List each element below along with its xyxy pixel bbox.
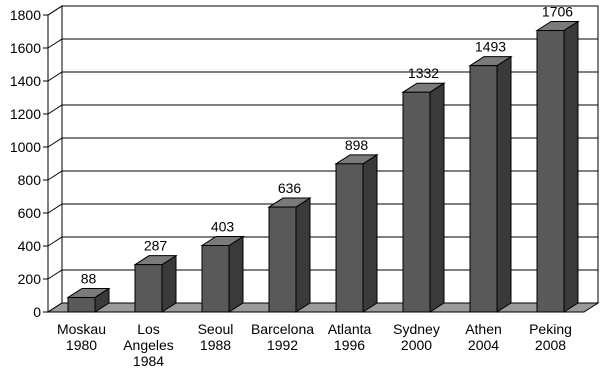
category-label-line: Moskau	[57, 321, 106, 337]
category-label-line: Angeles	[123, 337, 174, 353]
bar-side-face	[161, 254, 177, 313]
category-label: Moskau 1980	[57, 321, 106, 353]
bar-side-face	[295, 197, 311, 313]
gridline	[47, 71, 598, 82]
chart-back-wall	[47, 5, 599, 313]
gridline	[47, 5, 598, 16]
data-label: 636	[278, 180, 302, 196]
category-label-line: Seoul	[198, 321, 234, 337]
category-label-line: 2004	[468, 337, 499, 353]
gridlines	[47, 5, 598, 313]
bar-front-face	[268, 206, 297, 313]
category-label-line: 1988	[200, 337, 231, 353]
side-wall	[47, 5, 63, 313]
category-axis: Moskau 1980 Los Angeles 1984 Seoul 1988 Barcelo…	[57, 321, 572, 369]
y-tick-label: 1600	[10, 40, 41, 56]
bar-side-face	[228, 235, 244, 313]
category-label-line: 2000	[401, 337, 432, 353]
category-label-line: Atlanta	[328, 321, 372, 337]
bar-series	[66, 20, 580, 313]
category-label: Barcelona 1992	[251, 321, 314, 353]
chart-floor	[46, 302, 600, 313]
bar-side-face	[362, 153, 378, 313]
bar-side-face	[496, 55, 512, 313]
bar	[334, 153, 379, 313]
y-tick-label: 400	[18, 238, 42, 254]
data-labels: 88 287 403 636 898 1332 1493 1706	[81, 4, 574, 287]
bar	[535, 20, 580, 313]
category-label-line: 2008	[535, 337, 566, 353]
bar	[200, 235, 245, 313]
bar-side-face	[563, 20, 579, 313]
bar-front-face	[335, 163, 364, 313]
category-label-line: Peking	[529, 321, 572, 337]
bar	[401, 82, 446, 313]
floor-plane	[46, 302, 600, 313]
y-tick-label: 1200	[10, 106, 41, 122]
bar-front-face	[469, 65, 498, 313]
y-tick-label: 600	[18, 205, 42, 221]
y-tick-label: 1000	[10, 139, 41, 155]
bar-front-face	[536, 30, 565, 313]
data-label: 1332	[408, 65, 439, 81]
back-wall	[61, 5, 599, 304]
category-label-line: Los	[137, 321, 160, 337]
bar-front-face	[67, 296, 96, 313]
bar	[66, 287, 111, 313]
gridline	[47, 38, 598, 49]
category-label-line: 1992	[267, 337, 298, 353]
category-label-line: 1980	[66, 337, 97, 353]
y-tick-label: 0	[33, 304, 41, 320]
data-label: 403	[211, 219, 235, 235]
category-label: Athen 2004	[465, 321, 502, 353]
category-label-line: Sydney	[393, 321, 440, 337]
y-tick-label: 1800	[10, 7, 41, 23]
data-label: 287	[144, 238, 168, 254]
category-label: Los Angeles 1984	[123, 321, 174, 369]
data-label: 898	[345, 137, 369, 153]
bar	[468, 55, 513, 313]
category-label-line: 1996	[334, 337, 365, 353]
bar	[133, 254, 178, 313]
bar-front-face	[402, 91, 431, 313]
y-tick-label: 800	[18, 172, 42, 188]
category-label: Sydney 2000	[393, 321, 440, 353]
category-label-line: Athen	[465, 321, 502, 337]
data-label: 1706	[542, 4, 573, 20]
bar	[267, 197, 312, 313]
y-tick-label: 1400	[10, 73, 41, 89]
category-label-line: 1984	[133, 353, 164, 369]
y-tick-label: 200	[18, 271, 42, 287]
category-label: Seoul 1988	[198, 321, 234, 353]
data-label: 88	[81, 270, 97, 286]
bar-front-face	[134, 264, 163, 313]
bar-side-face	[429, 82, 445, 313]
data-label: 1493	[475, 39, 506, 55]
category-label: Peking 2008	[529, 321, 572, 353]
category-label: Atlanta 1996	[328, 321, 372, 353]
bar-front-face	[201, 245, 230, 313]
category-label-line: Barcelona	[251, 321, 314, 337]
